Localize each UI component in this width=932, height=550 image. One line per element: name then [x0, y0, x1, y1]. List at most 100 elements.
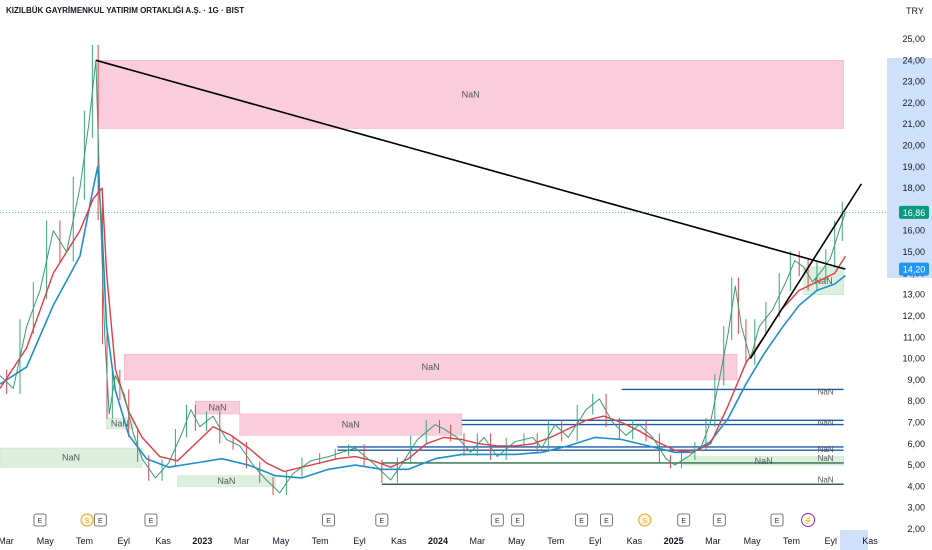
time-tick: Mar	[234, 536, 250, 546]
trendline[interactable]	[95, 59, 846, 270]
price-tick: 25,00	[902, 34, 925, 44]
price-tick: 21,00	[902, 119, 925, 129]
zone-label: NaN	[462, 89, 480, 99]
zone-label: NaN	[217, 476, 235, 486]
earnings-icon-glyph: E	[717, 518, 722, 525]
earnings-icon-glyph: E	[38, 518, 43, 525]
earnings-icon[interactable]	[93, 513, 107, 527]
earnings-icon[interactable]	[490, 513, 504, 527]
level-label: NaN	[818, 475, 834, 484]
time-tick: Tem	[312, 536, 329, 546]
price-tick: 6,00	[907, 439, 925, 449]
level-label: NaN	[818, 418, 834, 427]
currency-label: TRY	[906, 6, 924, 16]
price-tick: 13,00	[902, 290, 925, 300]
earnings-icon-glyph: E	[326, 518, 331, 525]
earnings-icon[interactable]	[375, 513, 389, 527]
time-tick: Tem	[547, 536, 564, 546]
earnings-icon-glyph: E	[515, 518, 520, 525]
time-tick: Eyl	[118, 536, 131, 546]
earnings-icon[interactable]	[144, 513, 158, 527]
time-tick: Tem	[783, 536, 800, 546]
time-tick: Tem	[76, 536, 93, 546]
earnings-icon-glyph: E	[604, 518, 609, 525]
price-line	[0, 59, 846, 494]
time-tick: Eyl	[589, 536, 602, 546]
price-tick: 20,00	[902, 141, 925, 151]
level-badge	[899, 262, 929, 276]
chart-title: KIZILBÜK GAYRİMENKUL YATIRIM ORTAKLIĞI A…	[6, 6, 245, 15]
time-tick: 2025	[664, 536, 684, 546]
last-price-badge	[899, 205, 929, 219]
last-price-badge-label: 16,86	[903, 208, 926, 218]
trendline[interactable]	[749, 183, 863, 359]
zone-label: NaN	[111, 419, 129, 429]
demand-zone	[803, 266, 844, 295]
price-tick: 24,00	[902, 55, 925, 65]
earnings-icon-glyph: E	[579, 518, 584, 525]
time-tick: Eyl	[824, 536, 837, 546]
zone-label: NaN	[755, 456, 773, 466]
supply-zone	[124, 354, 738, 381]
earnings-icon-glyph: E	[775, 518, 780, 525]
price-tick: 10,00	[902, 354, 925, 364]
time-tick: 2024	[428, 536, 448, 546]
time-tick: Kas	[627, 536, 643, 546]
price-tick: 9,00	[907, 375, 925, 385]
time-tick: Kas	[155, 536, 171, 546]
ma-red-line	[0, 187, 846, 473]
zone-label: NaN	[209, 403, 227, 413]
price-tick: 12,00	[902, 311, 925, 321]
time-tick: Mar	[0, 536, 14, 546]
earnings-icon[interactable]	[511, 513, 525, 527]
zone-label: NaN	[815, 276, 833, 286]
time-tick: Eyl	[353, 536, 366, 546]
flash-icon-glyph: ⚡	[804, 516, 813, 525]
time-tick: 2023	[192, 536, 212, 546]
price-tick: 15,00	[902, 247, 925, 257]
time-tick: Kas	[862, 536, 878, 546]
demand-zone	[177, 475, 276, 487]
flash-icon[interactable]	[801, 513, 816, 527]
earnings-icon[interactable]	[575, 513, 589, 527]
earnings-icon-glyph: E	[380, 518, 385, 525]
price-tick: 16,00	[902, 226, 925, 236]
dividend-icon[interactable]	[80, 513, 94, 527]
price-tick: 7,00	[907, 417, 925, 427]
zone-label: NaN	[342, 420, 360, 430]
zone-label: NaN	[62, 453, 80, 463]
ma-blue-line	[0, 166, 846, 479]
time-tick: May	[272, 536, 290, 546]
earnings-icon[interactable]	[770, 513, 784, 527]
earnings-icon-glyph: E	[98, 518, 103, 525]
price-tick: 11,00	[903, 332, 925, 342]
earnings-icon[interactable]	[712, 513, 726, 527]
price-tick: 2,00	[907, 524, 925, 534]
price-tick: 8,00	[907, 396, 925, 406]
price-tick: 5,00	[907, 460, 925, 470]
time-tick: May	[37, 536, 55, 546]
price-tick: 19,00	[902, 162, 925, 172]
earnings-icon-glyph: E	[149, 518, 154, 525]
price-tick: 22,00	[902, 98, 925, 108]
earnings-icon[interactable]	[600, 513, 613, 527]
demand-zone	[106, 417, 134, 430]
level-label: NaN	[818, 454, 834, 463]
time-tick: Mar	[705, 536, 721, 546]
time-tick: Kas	[391, 536, 407, 546]
dividend-icon-glyph: S	[85, 518, 90, 525]
supply-zone	[97, 60, 844, 129]
time-tick: May	[744, 536, 762, 546]
time-tick: Mar	[470, 536, 486, 546]
dividend-icon-glyph: S	[642, 518, 647, 525]
earnings-icon[interactable]	[677, 513, 691, 527]
earnings-icon[interactable]	[33, 513, 47, 527]
time-axis-highlight	[840, 530, 868, 550]
earnings-icon[interactable]	[322, 513, 335, 527]
price-tick: 18,00	[902, 183, 925, 193]
price-axis-highlight	[887, 58, 932, 278]
earnings-icon-glyph: E	[681, 518, 686, 525]
dividend-icon[interactable]	[638, 513, 652, 527]
earnings-icon-glyph: E	[495, 518, 500, 525]
